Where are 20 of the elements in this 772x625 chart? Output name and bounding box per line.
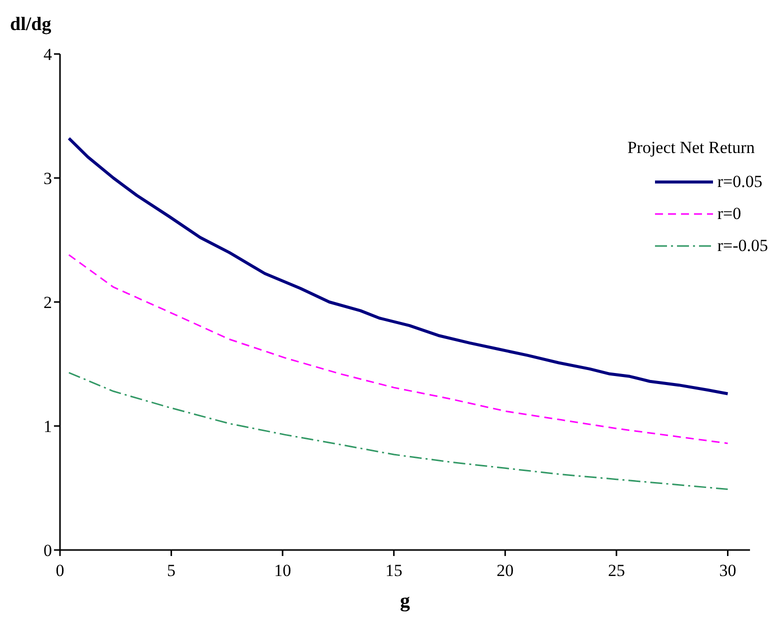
x-tick-label: 30 [719, 561, 736, 580]
legend-label: r=-0.05 [717, 236, 768, 256]
x-axis-title: g [399, 590, 411, 613]
legend-title: Project Net Return [627, 138, 756, 158]
y-tick-label: 4 [44, 45, 52, 64]
legend-label: r=0.05 [717, 172, 762, 192]
x-tick-label: 0 [56, 561, 64, 580]
y-axis-title: dl/dg [10, 14, 52, 36]
x-tick-label: 10 [274, 561, 292, 580]
x-tick-label: 25 [608, 561, 625, 580]
x-tick-label: 20 [496, 561, 514, 580]
line-series [68, 372, 728, 490]
legend-label: r=0 [717, 204, 742, 224]
y-tick-label: 1 [44, 417, 52, 436]
x-tick-label: 15 [385, 561, 402, 580]
line-series [68, 254, 728, 444]
y-tick-label: 3 [44, 169, 52, 188]
x-tick-label: 5 [167, 561, 176, 580]
y-tick-label: 0 [44, 541, 52, 560]
y-tick-label: 2 [44, 293, 52, 312]
